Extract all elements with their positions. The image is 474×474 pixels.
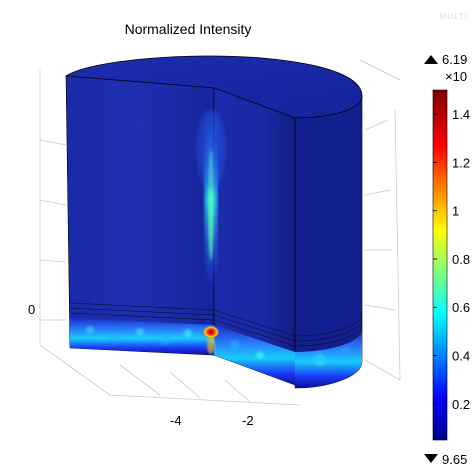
colorbar-exponent-label: ×10 — [445, 69, 467, 84]
axis-tick-x-neg4: -4 — [170, 413, 182, 428]
colorbar-max-triangle — [424, 55, 438, 64]
colorbar-gradient — [432, 89, 448, 441]
axis-grid — [39, 59, 401, 406]
colorbar: 6.19 ×10 1.4 1.2 1 0.8 0.6 0.4 0.2 9.65 — [424, 52, 470, 467]
colorbar-tick-label: 0.6 — [452, 300, 470, 315]
cylinder-section — [64, 55, 363, 389]
colorbar-tick-label: 1 — [452, 204, 459, 219]
colorbar-max-label: 6.19 — [442, 52, 467, 67]
watermark: MULTI — [439, 12, 468, 21]
axis-tick-z-0: 0 — [28, 302, 35, 317]
axis-tick-x-neg2: -2 — [242, 413, 254, 428]
colorbar-ticks: 1.4 1.2 1 0.8 0.6 0.4 0.2 — [433, 107, 470, 412]
colorbar-tick-label: 0.4 — [452, 349, 470, 364]
colorbar-tick-label: 1.4 — [452, 107, 470, 122]
chart-title: Normalized Intensity — [125, 21, 252, 37]
colorbar-tick-label: 0.2 — [452, 397, 470, 412]
cylinder-left-face — [65, 75, 215, 356]
colorbar-tick-label: 1.2 — [452, 155, 470, 170]
colorbar-tick-label: 0.8 — [452, 252, 470, 267]
colorbar-min-triangle — [424, 454, 438, 463]
colorbar-min-label: 9.65 — [442, 452, 467, 467]
